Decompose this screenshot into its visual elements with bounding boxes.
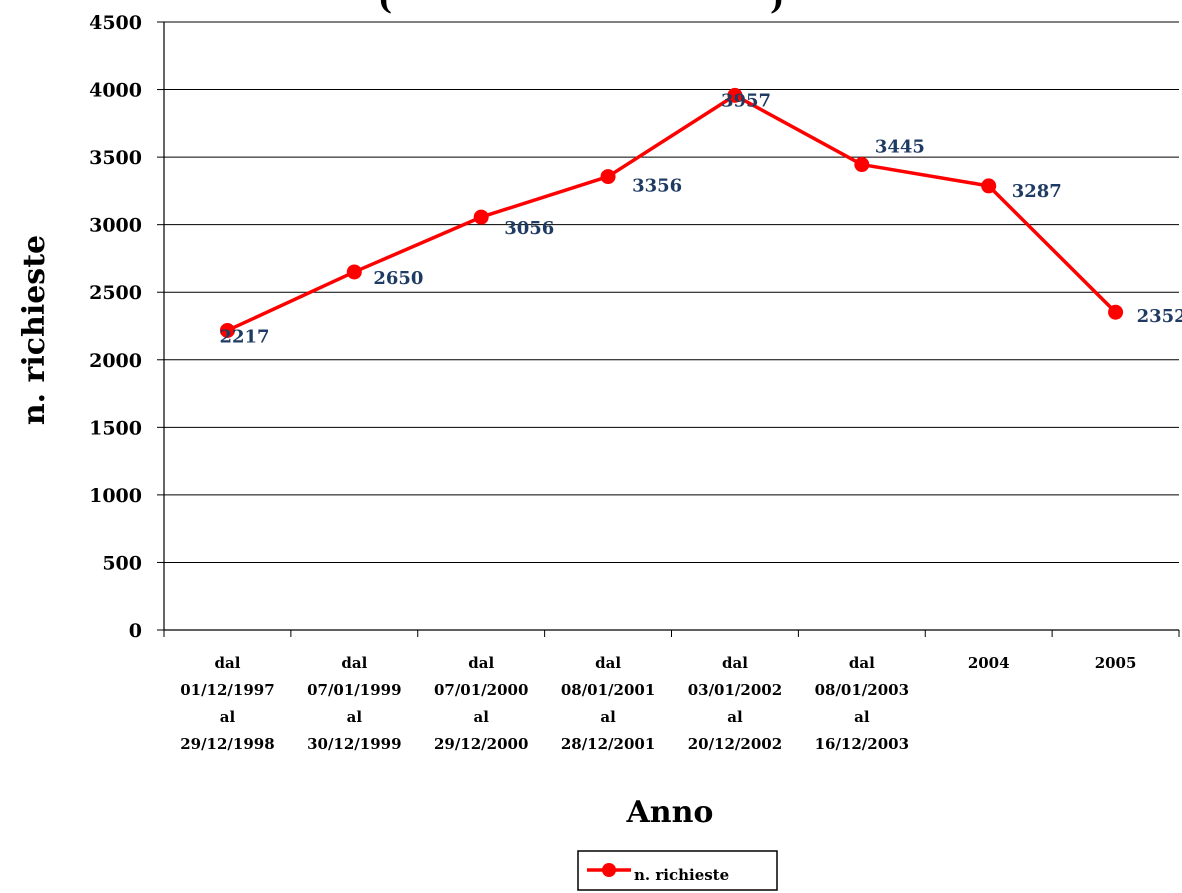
title-close-paren: ) bbox=[770, 0, 784, 17]
data-point bbox=[854, 157, 870, 173]
y-tick-label: 1500 bbox=[89, 417, 142, 439]
data-point bbox=[981, 178, 997, 194]
y-axis-title: n. richieste bbox=[17, 235, 52, 425]
legend: n. richieste bbox=[577, 850, 778, 891]
data-labels: 2217 2650 3056 3356 3957 3445 3287 2352 bbox=[219, 90, 1182, 347]
x-tick-label: dal 08/01/2001 al 28/12/2001 bbox=[561, 654, 655, 753]
series-n-richieste bbox=[219, 87, 1124, 338]
y-tick-label: 2000 bbox=[89, 350, 142, 372]
x-tick-label: dal 07/01/1999 al 30/12/1999 bbox=[307, 654, 401, 753]
data-point bbox=[600, 169, 616, 185]
x-tick-label: dal 08/01/2003 al 16/12/2003 bbox=[815, 654, 909, 753]
data-point bbox=[473, 209, 489, 225]
data-label: 2217 bbox=[219, 326, 269, 347]
x-tick-label: dal 01/12/1997 al 29/12/1998 bbox=[180, 654, 274, 753]
y-tick-label: 500 bbox=[102, 552, 142, 574]
data-label: 3356 bbox=[632, 176, 682, 197]
y-tick-label: 3500 bbox=[89, 147, 142, 169]
data-point bbox=[1108, 304, 1124, 320]
data-label: 2650 bbox=[373, 268, 423, 289]
data-label: 2352 bbox=[1137, 306, 1182, 327]
data-label: 3056 bbox=[504, 218, 554, 239]
data-point bbox=[727, 87, 743, 103]
y-tick-label: 3000 bbox=[89, 215, 142, 237]
y-tick-label: 1000 bbox=[89, 485, 142, 507]
x-tick-label: dal 07/01/2000 al 29/12/2000 bbox=[434, 654, 528, 753]
x-tick-label: 2005 bbox=[1095, 654, 1137, 672]
series-line bbox=[226, 93, 1117, 333]
x-axis-title: Anno bbox=[626, 795, 714, 830]
data-point bbox=[219, 322, 235, 338]
y-axis-ticks: 0 500 1000 1500 2000 2500 3000 3500 4000 4500 bbox=[89, 12, 164, 642]
data-label: 3287 bbox=[1012, 181, 1062, 202]
y-tick-label: 2500 bbox=[89, 282, 142, 304]
y-tick-label: 4500 bbox=[89, 12, 142, 34]
y-tick-label: 0 bbox=[129, 620, 142, 642]
legend-marker-swatch bbox=[602, 863, 616, 877]
data-label: 3957 bbox=[721, 90, 771, 111]
y-tick-label: 4000 bbox=[89, 80, 142, 102]
x-tick-label: dal 03/01/2002 al 20/12/2002 bbox=[688, 654, 782, 753]
axes bbox=[163, 22, 1179, 631]
legend-entry-label: n. richieste bbox=[634, 866, 729, 884]
x-axis-ticks: dal 01/12/1997 al 29/12/1998 dal 07/01/1999 al… bbox=[163, 630, 1180, 753]
data-point bbox=[346, 264, 362, 280]
grid-lines bbox=[164, 21, 1179, 563]
title-open-paren: ( bbox=[378, 0, 392, 17]
x-tick-label: 2004 bbox=[968, 654, 1010, 672]
chart-title-fragment: ( ) bbox=[378, 0, 784, 17]
data-label: 3445 bbox=[875, 137, 925, 158]
